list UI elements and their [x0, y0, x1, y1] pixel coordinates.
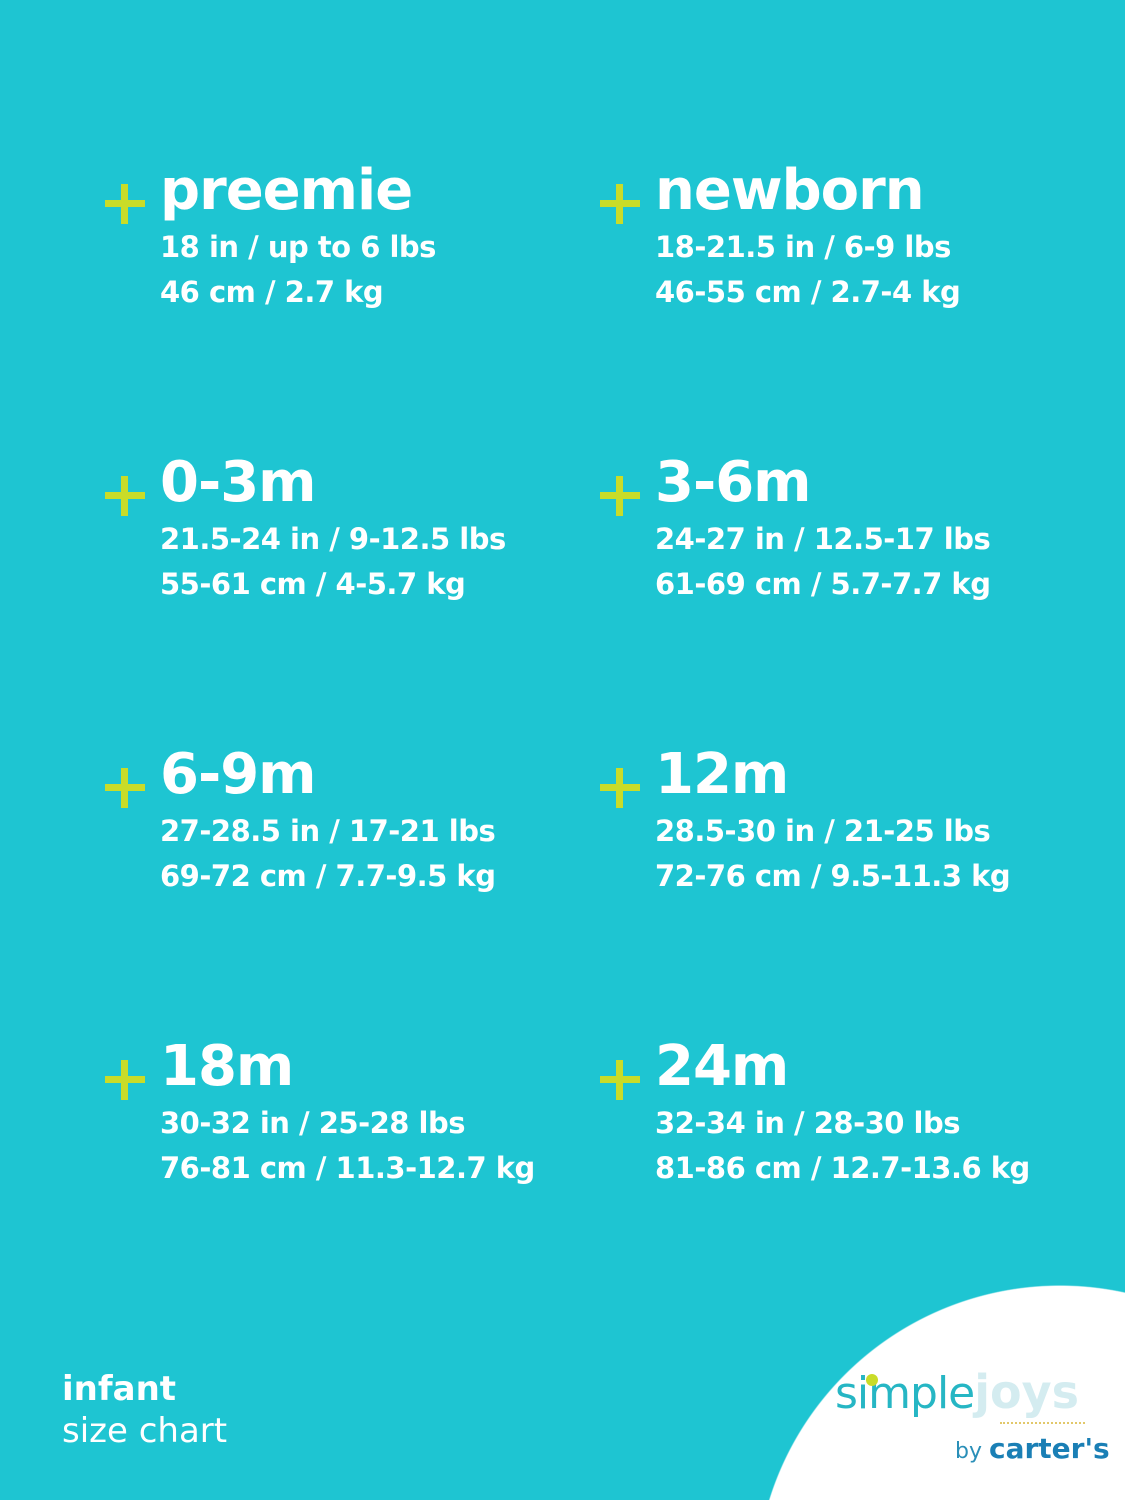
plus-icon: [600, 184, 640, 224]
size-title: 24m: [655, 1034, 789, 1099]
size-metric: 61-69 cm / 5.7-7.7 kg: [655, 567, 991, 601]
logo-byline: by carter's: [955, 1432, 1110, 1465]
size-imperial: 18-21.5 in / 6-9 lbs: [655, 230, 951, 264]
size-metric: 55-61 cm / 4-5.7 kg: [160, 567, 466, 601]
plus-icon: [600, 476, 640, 516]
logo-dot-icon: [866, 1374, 878, 1386]
brand-logo: simplejoys: [835, 1365, 1079, 1419]
size-imperial: 27-28.5 in / 17-21 lbs: [160, 814, 496, 848]
size-imperial: 30-32 in / 25-28 lbs: [160, 1106, 466, 1140]
size-metric: 81-86 cm / 12.7-13.6 kg: [655, 1151, 1030, 1185]
size-imperial: 18 in / up to 6 lbs: [160, 230, 436, 264]
size-title: 18m: [160, 1034, 294, 1099]
chart-label-line1: infant: [62, 1369, 177, 1409]
chart-label-line2: size chart: [62, 1411, 228, 1451]
size-title: newborn: [655, 158, 925, 223]
size-imperial: 21.5-24 in / 9-12.5 lbs: [160, 522, 506, 556]
logo-joys: joys: [974, 1365, 1079, 1419]
logo-brand: carter's: [988, 1432, 1110, 1465]
size-metric: 46-55 cm / 2.7-4 kg: [655, 275, 961, 309]
size-imperial: 32-34 in / 28-30 lbs: [655, 1106, 961, 1140]
plus-icon: [600, 1060, 640, 1100]
size-imperial: 24-27 in / 12.5-17 lbs: [655, 522, 991, 556]
plus-icon: [105, 1060, 145, 1100]
chart-label: infant size chart: [62, 1368, 227, 1452]
size-metric: 72-76 cm / 9.5-11.3 kg: [655, 859, 1011, 893]
size-imperial: 28.5-30 in / 21-25 lbs: [655, 814, 991, 848]
size-metric: 69-72 cm / 7.7-9.5 kg: [160, 859, 496, 893]
plus-icon: [105, 476, 145, 516]
plus-icon: [105, 184, 145, 224]
size-title: 0-3m: [160, 450, 317, 515]
size-title: preemie: [160, 158, 413, 223]
logo-simple: simple: [835, 1368, 975, 1419]
logo-by: by: [955, 1439, 982, 1464]
size-metric: 46 cm / 2.7 kg: [160, 275, 384, 309]
size-title: 6-9m: [160, 742, 317, 807]
size-title: 3-6m: [655, 450, 812, 515]
plus-icon: [105, 768, 145, 808]
size-title: 12m: [655, 742, 789, 807]
size-metric: 76-81 cm / 11.3-12.7 kg: [160, 1151, 535, 1185]
logo-badge-background: [755, 1285, 1125, 1500]
logo-dotted-underline: [1000, 1422, 1085, 1424]
plus-icon: [600, 768, 640, 808]
